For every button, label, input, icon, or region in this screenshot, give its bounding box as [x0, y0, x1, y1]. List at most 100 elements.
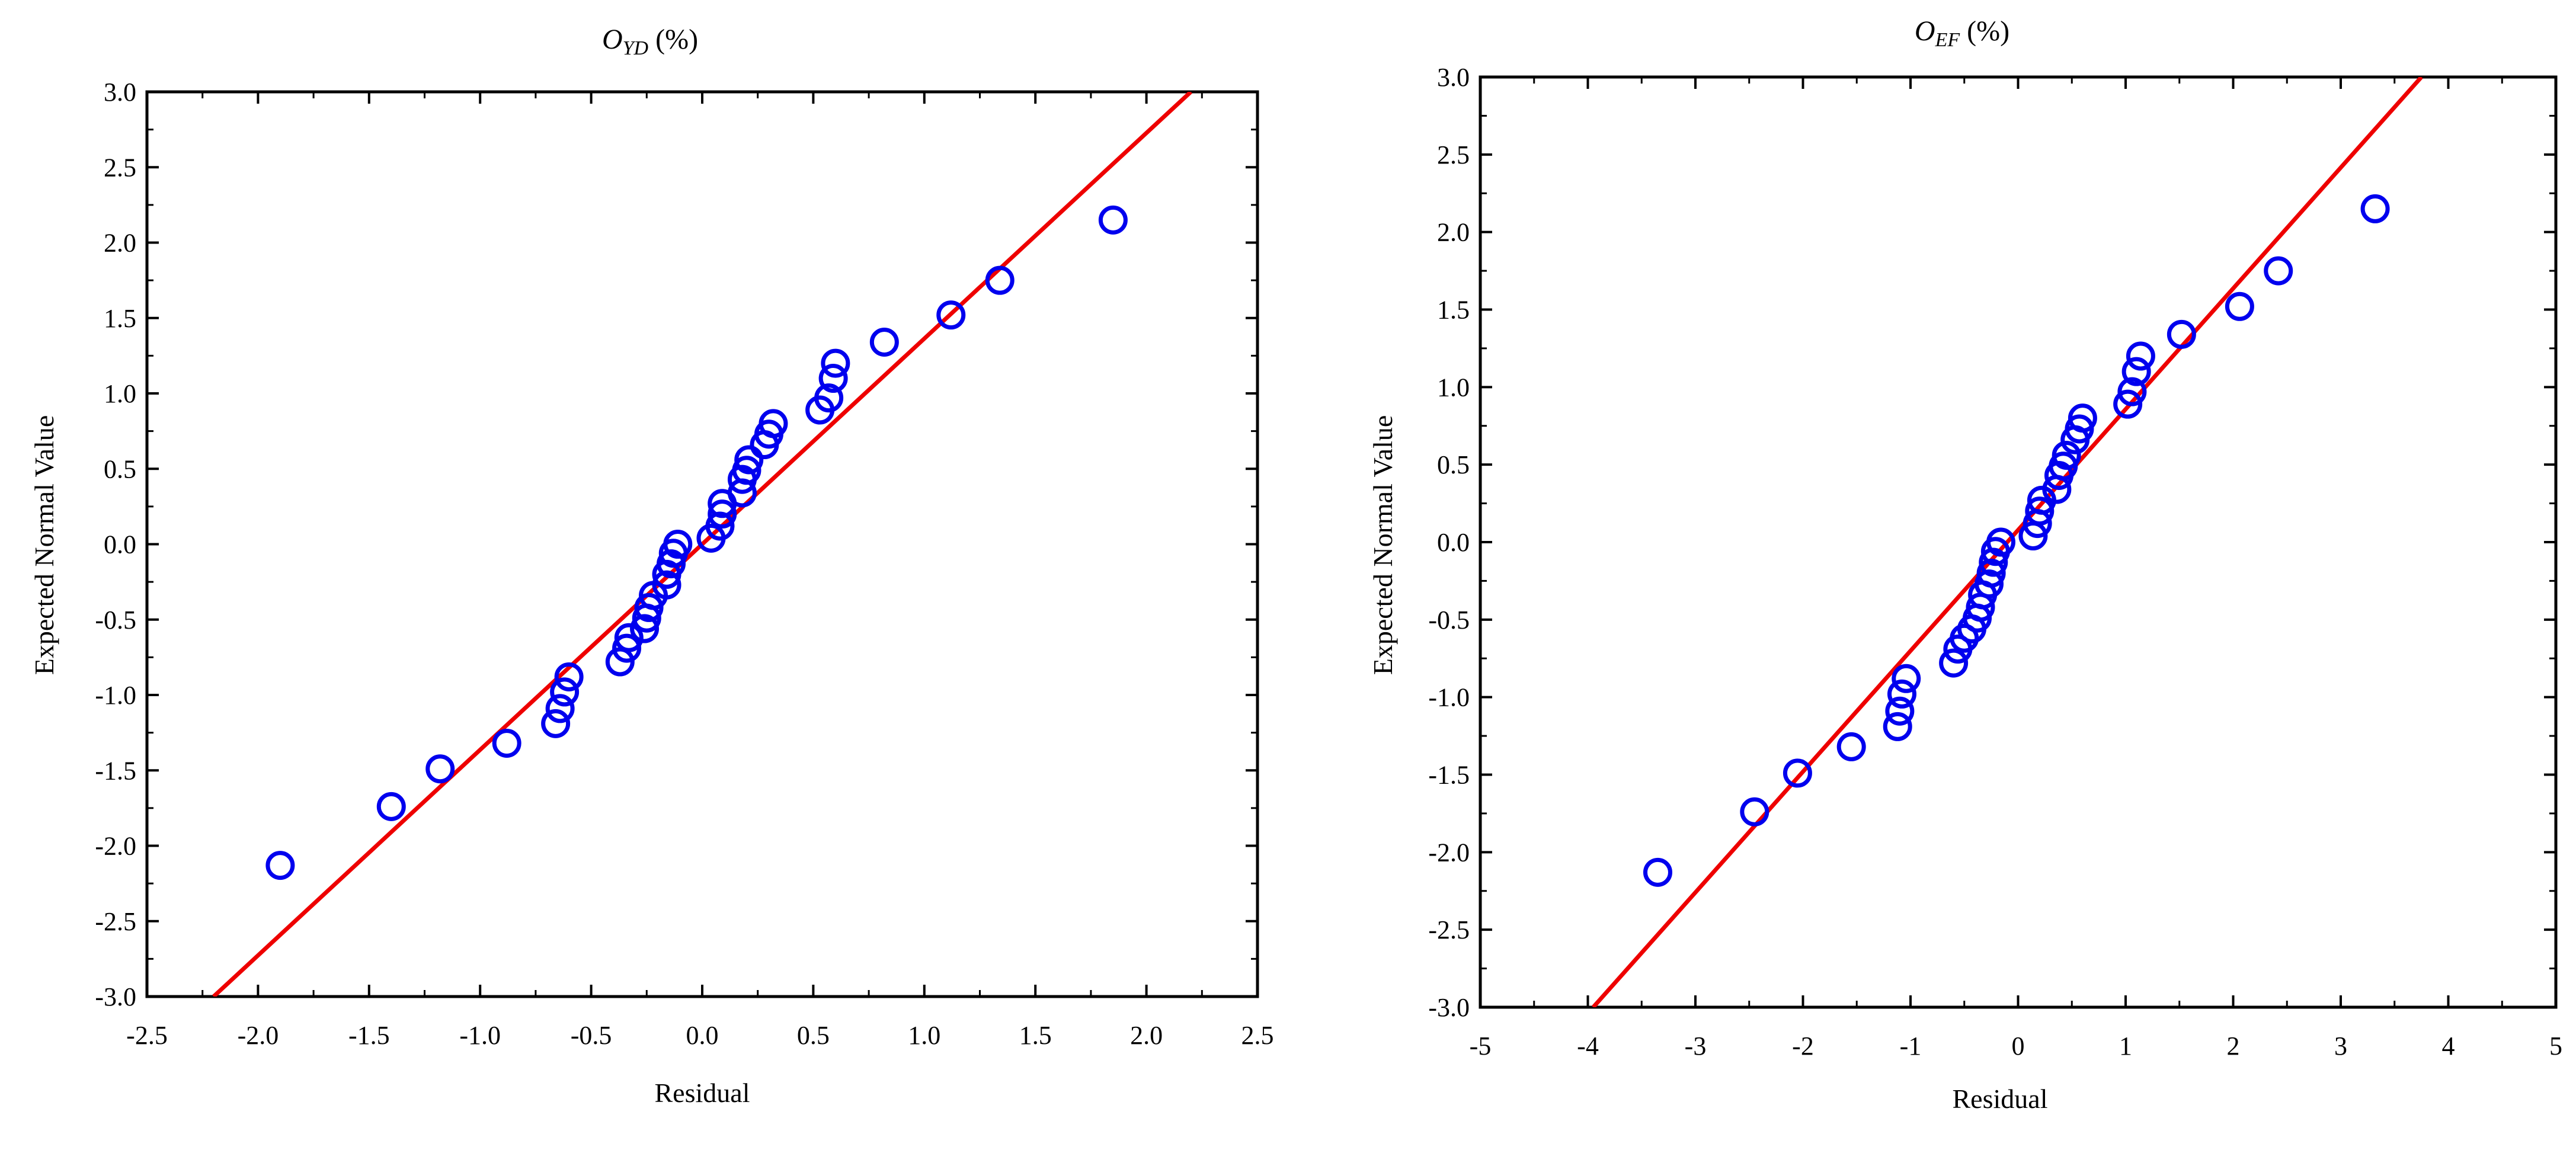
x-tick-label: 5 [2549, 1032, 2562, 1061]
x-tick-label: -1.0 [459, 1021, 501, 1050]
data-point [1836, 732, 1866, 761]
y-tick-label: -0.5 [95, 606, 136, 635]
x-tick-label: 1 [2119, 1032, 2132, 1061]
y-tick-label: -2.0 [95, 832, 136, 861]
chart-title-main: O [1915, 15, 1935, 47]
chart-title-sub: YD [623, 37, 649, 59]
data-point [652, 570, 681, 600]
data-point [376, 792, 406, 821]
x-tick-label: 0.5 [797, 1021, 830, 1050]
x-tick-label: -5 [1470, 1032, 1492, 1061]
data-point [2225, 291, 2254, 321]
y-tick-label: -1.5 [1428, 761, 1470, 790]
chart-title: OEF (%) [1915, 15, 2009, 51]
data-point [545, 694, 575, 723]
x-tick-label: -3 [1685, 1032, 1707, 1061]
y-tick-label: -2.0 [1428, 838, 1470, 867]
plot-frame [1479, 75, 2558, 1009]
data-point [2126, 341, 2155, 371]
data-point [1885, 696, 1915, 726]
data-point [630, 614, 660, 643]
chart-title-main: O [602, 24, 623, 55]
data-point [732, 456, 761, 485]
y-tick-label: 0.5 [104, 454, 136, 483]
y-tick-label: 2.5 [1437, 140, 1470, 169]
data-point [734, 445, 764, 475]
x-tick-label: 3 [2334, 1032, 2347, 1061]
data-point [541, 709, 571, 738]
y-tick-label: 1.0 [104, 379, 136, 408]
y-tick-label: -1.0 [95, 681, 136, 710]
chart-title-rest: (%) [648, 24, 698, 55]
data-point [1986, 527, 2015, 557]
data-point [2117, 377, 2147, 406]
data-point [657, 549, 686, 579]
data-points [265, 205, 1128, 880]
data-point [550, 677, 580, 707]
y-tick-label: 0.0 [104, 530, 136, 559]
y-tick-label: 2.0 [104, 229, 136, 258]
data-point [2264, 256, 2293, 286]
chart-title-rest: (%) [1960, 15, 2009, 47]
y-tick-label: 3.0 [1437, 63, 1470, 92]
y-tick-label: 1.5 [1437, 296, 1470, 325]
y-tick-label: -2.5 [95, 907, 136, 936]
data-point [2121, 357, 2151, 386]
x-tick-label: -2.0 [238, 1021, 279, 1050]
x-tick-label: -1 [1900, 1032, 1922, 1061]
x-tick-label: 2.0 [1130, 1021, 1163, 1050]
chart-panel-right: OEF (%) Residual Expected Normal Value -… [1288, 0, 2576, 1150]
x-tick-label: 0.0 [686, 1021, 719, 1050]
data-point [1892, 664, 1921, 693]
x-tick-label: -4 [1577, 1032, 1599, 1061]
data-point [1887, 679, 1916, 709]
data-point [2052, 440, 2081, 470]
y-tick-label: -2.5 [1428, 915, 1470, 944]
data-point [1939, 648, 1969, 678]
data-point [1740, 797, 1769, 827]
data-point [2113, 389, 2143, 419]
y-tick-label: 1.0 [1437, 373, 1470, 402]
chart-title: OYD (%) [602, 24, 698, 59]
chart-title-sub: EF [1935, 29, 1961, 51]
y-tick-label: 0.5 [1437, 450, 1470, 479]
x-tick-label: 1.5 [1019, 1021, 1052, 1050]
chart-oyd: OYD (%) Residual Expected Normal Value -… [29, 24, 1274, 1108]
x-tick-label: 4 [2442, 1032, 2455, 1061]
data-point [708, 499, 737, 529]
data-point [605, 647, 635, 677]
fit-line [1591, 77, 2423, 1007]
y-tick-label: 0.0 [1437, 528, 1470, 557]
y-tick-label: 2.5 [104, 153, 136, 182]
chart-panel-left: OYD (%) Residual Expected Normal Value -… [29, 24, 1274, 1108]
y-tick-label: -3.0 [95, 982, 136, 1011]
data-points [1643, 194, 2390, 887]
data-point [2068, 403, 2097, 433]
x-axis-label: Residual [655, 1078, 750, 1108]
x-tick-label: -1.5 [348, 1021, 390, 1050]
y-tick-label: -1.5 [95, 756, 136, 785]
x-tick-label: -2.5 [126, 1021, 168, 1050]
y-tick-label: -1.0 [1428, 683, 1470, 712]
data-point [2167, 319, 2196, 349]
data-point [759, 409, 788, 438]
data-point [614, 623, 644, 652]
x-tick-label: 0 [2012, 1032, 2025, 1061]
data-point [936, 300, 966, 330]
x-tick-label: 2 [2227, 1032, 2240, 1061]
x-axis-label: Residual [1953, 1084, 2048, 1114]
y-tick-label: -0.5 [1428, 606, 1470, 635]
data-point [821, 348, 850, 378]
y-axis-label: Expected Normal Value [1368, 415, 1398, 675]
y-tick-label: 2.0 [1437, 218, 1470, 247]
x-tick-label: -0.5 [571, 1021, 612, 1050]
data-point [265, 851, 295, 880]
data-point [425, 754, 455, 784]
data-point [1974, 569, 2004, 599]
y-tick-label: 3.0 [104, 78, 136, 107]
data-point [2360, 194, 2390, 223]
y-tick-label: -3.0 [1428, 993, 1470, 1022]
data-point [1976, 558, 2006, 588]
data-point [1783, 758, 1812, 788]
plot-area: -3.0 -2.5 -2.0 -1.5 -1.0 -0.5 0.0 0.5 1.0 1.5 2.0 2… [1428, 63, 2562, 1061]
